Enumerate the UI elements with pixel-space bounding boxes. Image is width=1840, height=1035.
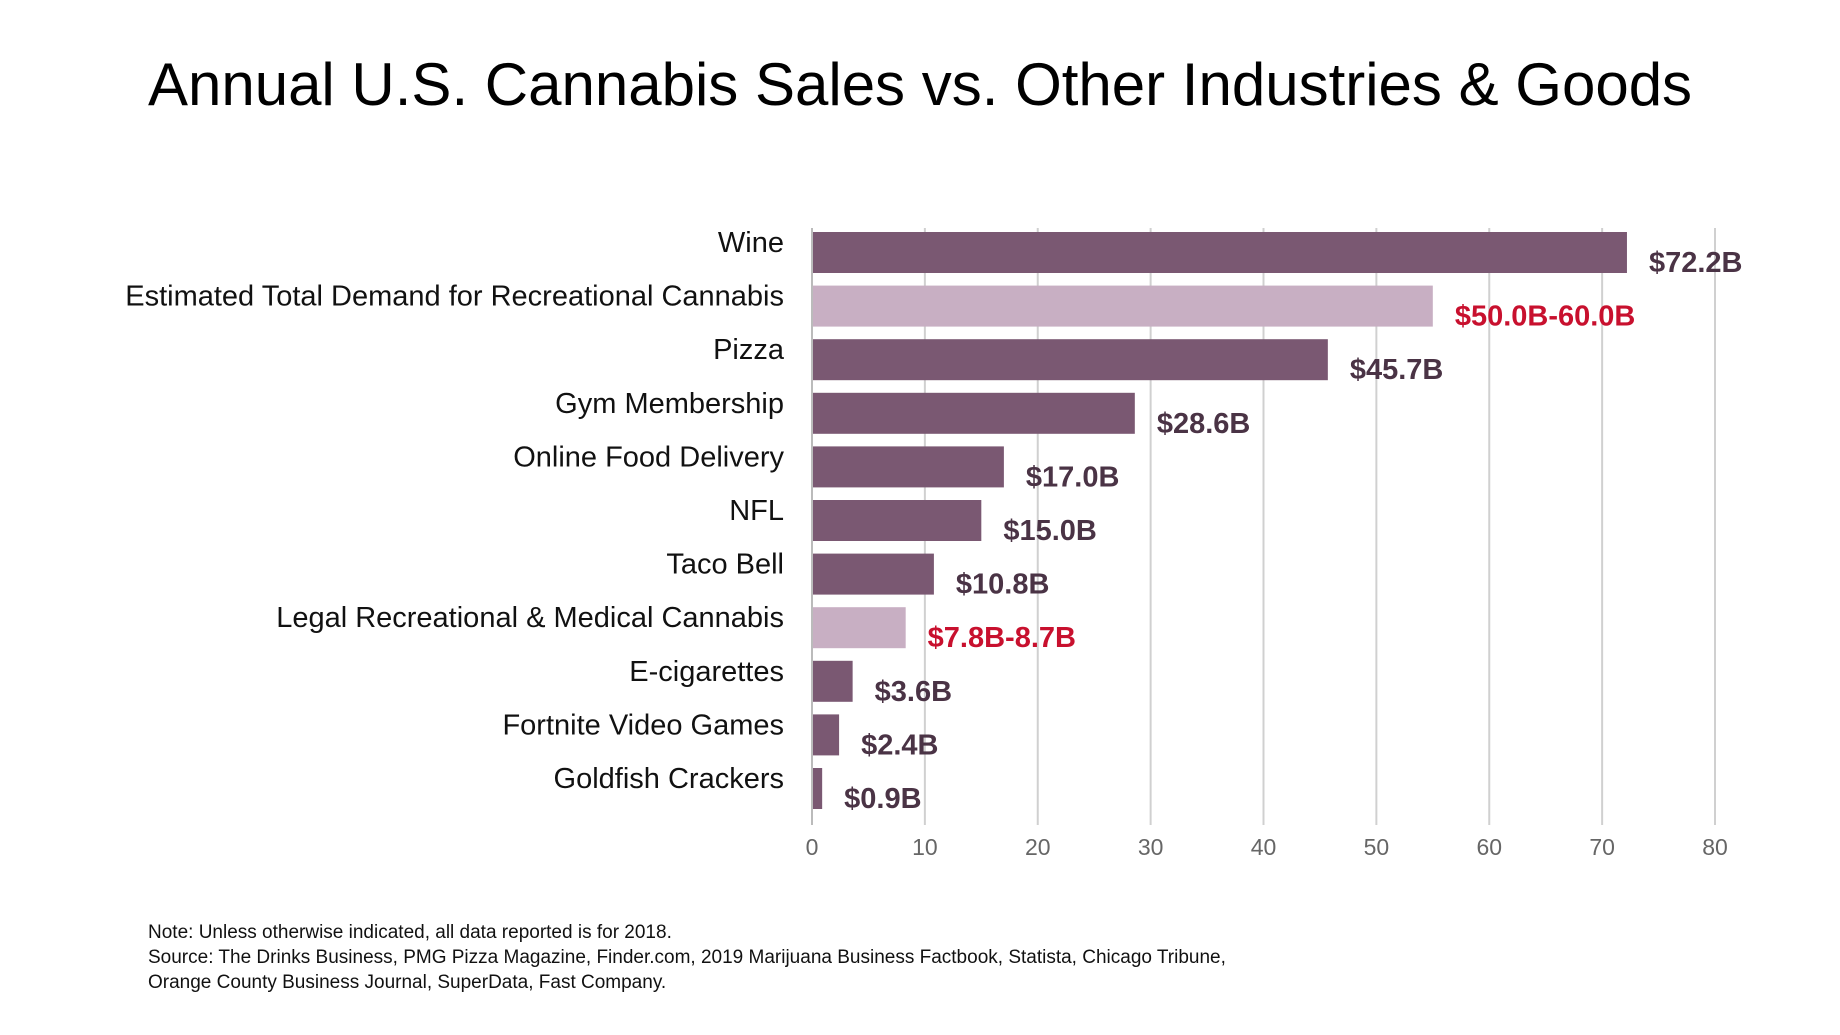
data-label: $3.6B	[875, 676, 952, 708]
x-tick-label: 20	[1025, 834, 1051, 860]
category-label: Pizza	[713, 334, 785, 366]
category-label: Fortnite Video Games	[502, 709, 784, 741]
category-label: Taco Bell	[666, 549, 784, 581]
data-label: $0.9B	[844, 783, 921, 815]
source-text-line-2: Orange County Business Journal, SuperDat…	[148, 972, 667, 993]
x-tick-label: 70	[1589, 834, 1615, 860]
x-tick-label: 40	[1251, 834, 1277, 860]
data-label: $45.7B	[1350, 354, 1444, 386]
bars	[813, 232, 1627, 809]
bar	[813, 285, 1433, 327]
data-label: $15.0B	[1003, 515, 1097, 547]
bar	[813, 392, 1135, 434]
data-label: $7.8B-8.7B	[928, 622, 1076, 654]
x-tick-label: 50	[1364, 834, 1390, 860]
data-label: $10.8B	[956, 569, 1050, 601]
x-tick-label: 60	[1476, 834, 1502, 860]
note-text: Note: Unless otherwise indicated, all da…	[148, 922, 672, 943]
category-labels: Wine Estimated Total Demand for Recreatio…	[125, 227, 785, 795]
bar	[813, 446, 1004, 488]
bar-chart: Wine Estimated Total Demand for Recreatio…	[125, 227, 1742, 860]
category-label: Online Food Delivery	[513, 441, 784, 473]
data-label: $2.4B	[861, 729, 938, 761]
category-label: Legal Recreational & Medical Cannabis	[276, 602, 784, 634]
data-label: $28.6B	[1157, 408, 1251, 440]
data-label: $50.0B-60.0B	[1455, 301, 1636, 333]
x-tick-label: 0	[806, 834, 819, 860]
category-label: Goldfish Crackers	[554, 763, 784, 795]
chart-notes: Note: Unless otherwise indicated, all da…	[148, 920, 1226, 995]
bar	[813, 714, 840, 756]
bar	[813, 553, 934, 595]
category-label: E-cigarettes	[629, 656, 784, 688]
x-tick-label: 30	[1138, 834, 1164, 860]
category-label: Wine	[718, 227, 784, 259]
data-label: $17.0B	[1026, 461, 1120, 493]
category-label: NFL	[729, 495, 784, 527]
bar	[813, 607, 906, 649]
bar	[813, 500, 982, 541]
x-tick-label: 10	[912, 834, 938, 860]
category-label: Estimated Total Demand for Recreational …	[125, 281, 784, 313]
x-axis-ticks: 0 10 20 30 40 50 60 70 80	[806, 834, 1728, 860]
data-label: $72.2B	[1649, 247, 1743, 279]
bar	[813, 768, 823, 809]
source-text-line-1: Source: The Drinks Business, PMG Pizza M…	[148, 947, 1226, 968]
value-labels: $72.2B $50.0B-60.0B $45.7B $28.6B $17.0B $15.…	[844, 247, 1742, 815]
bar	[813, 660, 853, 702]
bar	[813, 232, 1627, 273]
bar	[813, 339, 1328, 381]
category-label: Gym Membership	[555, 388, 784, 420]
x-tick-label: 80	[1702, 834, 1728, 860]
chart-title: Annual U.S. Cannabis Sales vs. Other Ind…	[147, 51, 1693, 118]
